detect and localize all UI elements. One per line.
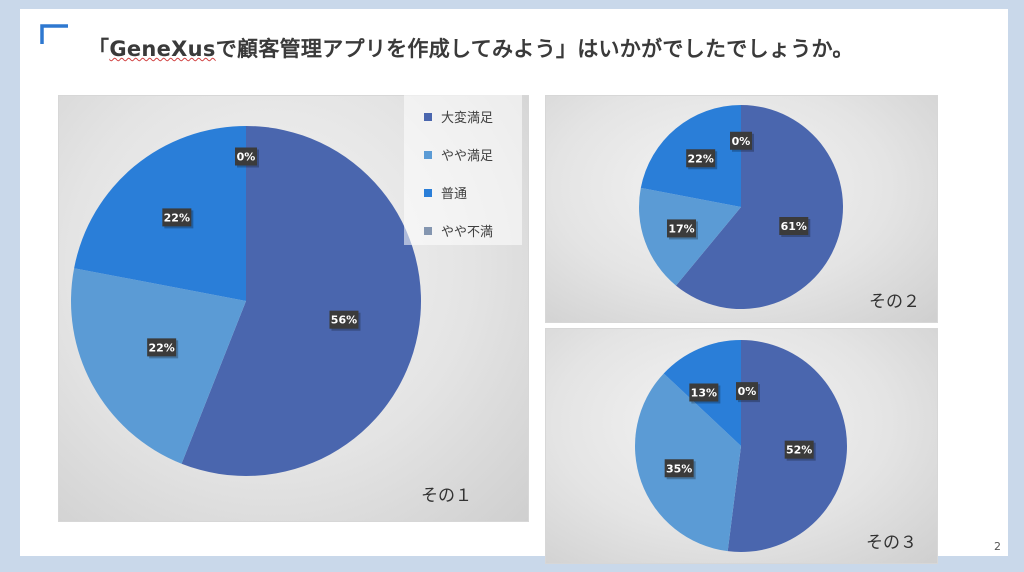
- svg-text:61%: 61%: [781, 220, 807, 233]
- legend-item-somewhat-dissatisfied: やや不満: [424, 221, 493, 240]
- data-label-3: 13%: [689, 383, 721, 404]
- data-label-2: 22%: [147, 338, 179, 359]
- pie-chart-1: 56% 22% 22% 0%: [71, 126, 422, 477]
- legend-item-somewhat-satisfied: やや満足: [424, 145, 493, 164]
- legend-item-very-satisfied: 大変満足: [424, 107, 493, 126]
- data-label-4: 0%: [235, 147, 259, 168]
- legend-swatch-icon: [424, 189, 432, 197]
- svg-text:56%: 56%: [331, 314, 357, 327]
- legend-label: やや満足: [441, 149, 494, 164]
- chart-caption-1: その１: [421, 486, 472, 506]
- svg-text:17%: 17%: [668, 222, 694, 235]
- chart-panel-2: 61% 17% 22% 0% その２: [545, 95, 938, 323]
- svg-text:52%: 52%: [786, 444, 812, 457]
- pie-chart-3: 52% 35% 13% 0%: [635, 340, 847, 552]
- legend-label: やや不満: [441, 225, 494, 240]
- legend-label: 大変満足: [441, 111, 494, 126]
- pie-chart-2: 61% 17% 22% 0%: [639, 105, 843, 309]
- title-brand: GeneXus: [109, 37, 216, 61]
- svg-text:13%: 13%: [691, 386, 717, 399]
- pie-slice-2: [71, 268, 246, 464]
- title-prefix: 「: [88, 37, 110, 61]
- chart-caption-3: その３: [866, 533, 917, 553]
- svg-text:22%: 22%: [164, 211, 190, 224]
- page-number: 2: [994, 540, 1001, 553]
- data-label-4: 0%: [730, 131, 754, 152]
- svg-text:0%: 0%: [738, 385, 757, 398]
- data-label-1: 52%: [784, 440, 816, 461]
- svg-text:22%: 22%: [688, 152, 714, 165]
- data-label-3: 22%: [162, 208, 194, 229]
- legend-swatch-icon: [424, 113, 432, 121]
- svg-text:35%: 35%: [666, 462, 692, 475]
- legend-item-neutral: 普通: [424, 183, 467, 202]
- svg-text:0%: 0%: [237, 151, 256, 164]
- slide-title: 「GeneXusで顧客管理アプリを作成してみよう」はいかがでしたでしょうか。: [88, 33, 854, 63]
- pie-slice-3: [74, 126, 246, 301]
- data-label-2: 35%: [664, 459, 696, 480]
- data-label-3: 22%: [686, 149, 718, 170]
- legend-label: 普通: [441, 187, 468, 202]
- data-label-1: 61%: [779, 217, 811, 238]
- pie-slice-1: [675, 105, 843, 309]
- pie-slice-1: [181, 126, 422, 477]
- legend-swatch-icon: [424, 227, 432, 235]
- chart-caption-2: その２: [869, 292, 920, 312]
- svg-text:22%: 22%: [148, 341, 174, 354]
- chart-legend: 大変満足 やや満足 普通 やや不満: [404, 95, 522, 245]
- corner-bracket-icon: [40, 24, 68, 44]
- legend-swatch-icon: [424, 151, 432, 159]
- title-rest: で顧客管理アプリを作成してみよう」はいかがでしたでしょうか。: [215, 37, 854, 61]
- svg-text:0%: 0%: [732, 135, 751, 148]
- data-label-2: 17%: [666, 219, 698, 240]
- chart-panel-3: 52% 35% 13% 0% その３: [545, 328, 938, 564]
- data-label-1: 56%: [329, 310, 361, 331]
- data-label-4: 0%: [736, 382, 760, 403]
